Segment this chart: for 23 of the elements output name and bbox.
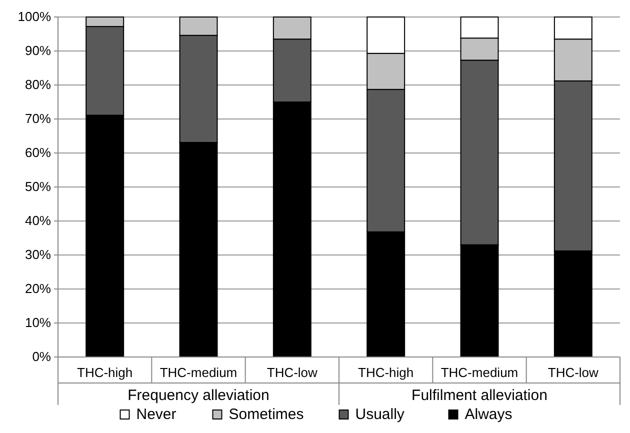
text: Fulfilment alleviation: [412, 387, 548, 404]
y-tick-label: 10%: [24, 315, 52, 330]
x-tick-label: THC-medium: [160, 365, 238, 380]
y-tick-label: 60%: [24, 145, 52, 160]
y-tick-label: 30%: [24, 247, 52, 262]
x-tick-label: THC-medium: [440, 365, 518, 380]
y-tick-label: 40%: [24, 213, 52, 228]
y-tick-label: 0%: [32, 349, 52, 364]
legend-label: Sometimes: [228, 406, 304, 423]
y-tick-label: 90%: [24, 43, 52, 58]
y-tick-label: 20%: [24, 281, 52, 296]
legend-label: Never: [136, 406, 176, 423]
legend-label: Always: [464, 406, 512, 423]
x-tick-label: THC-high: [77, 365, 133, 380]
text: Frequency alleviation: [128, 387, 270, 404]
legend-label: Usually: [355, 406, 405, 423]
x-tick-label: THC-high: [358, 365, 414, 380]
y-tick-label: 80%: [24, 77, 52, 92]
x-tick-label: THC-low: [548, 365, 600, 380]
x-tick-label: THC-low: [266, 365, 318, 380]
y-tick-label: 100%: [18, 9, 52, 24]
y-tick-label: 70%: [24, 111, 52, 126]
y-tick-label: 50%: [24, 179, 52, 194]
